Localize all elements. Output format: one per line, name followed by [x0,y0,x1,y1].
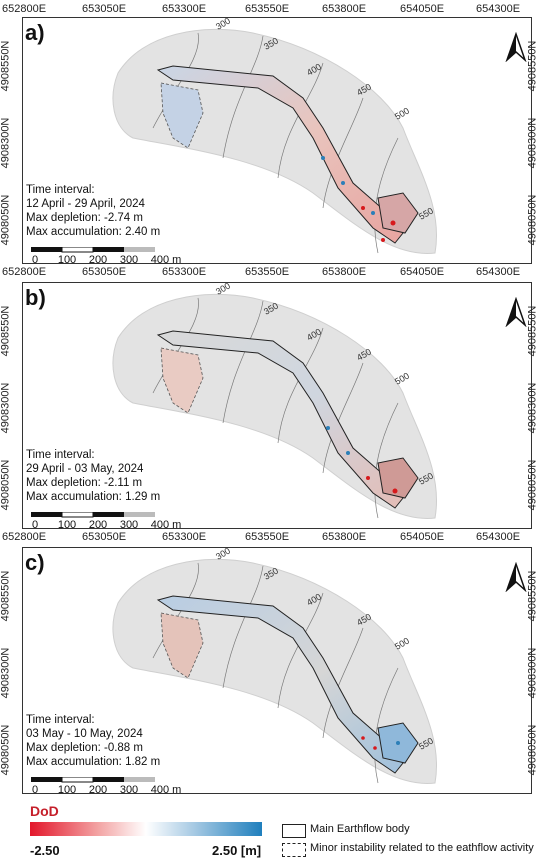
scale-label: 200 [88,519,108,529]
northing-label: 4908300N [526,647,539,699]
contour-label: 500 [393,106,411,122]
panel-label: b) [25,285,46,310]
scale-label: 0 [31,784,39,794]
contour-label: 500 [393,636,411,652]
contour-label: 500 [393,371,411,387]
northing-label: 4908550N [0,570,12,622]
scale-label: 0 [31,254,39,264]
info-interval: 29 April - 03 May, 2024 [26,463,144,475]
easting-label: 653800E [322,266,367,278]
scale-label: 100 [57,519,77,529]
scale-label: 300 [119,519,139,529]
scale-label: 100 [57,784,77,794]
easting-label: 653300E [162,266,207,278]
easting-label: 652800E [2,3,47,15]
northing-label: 4908550N [526,40,539,92]
northing-label: 4908300N [526,382,539,434]
scale-label: 300 [119,784,139,794]
easting-label: 653550E [245,266,290,278]
time-interval-info: Time interval: 03 May - 10 May, 2024 Max… [26,713,160,769]
easting-label: 654050E [400,266,445,278]
scale-label: 400 m [150,254,182,264]
northing-label: 4908300N [526,117,539,169]
northing-label: 4908300N [0,117,12,169]
map-panel-a: 300 350 400 450 500 550 a) Time interval… [22,17,532,264]
legend-item-main-body: Main Earthflow body [310,823,410,835]
north-arrow-icon [505,562,527,592]
panel-label: a) [25,20,45,45]
easting-label: 654300E [476,531,521,543]
scale-bar: 0 100 200 300 400 m [31,505,181,528]
info-interval: 03 May - 10 May, 2024 [26,728,143,740]
colorbar-max-label: 2.50 [m] [212,843,262,858]
northing-label: 4908550N [0,305,12,357]
legend-item-minor-instability: Minor instability related to the eathflo… [310,842,534,854]
scale-bar: 0 100 200 300 400 m [31,770,181,793]
dod-colorbar [30,822,262,836]
easting-label: 654300E [476,266,521,278]
legend-title: DoD [30,803,59,819]
northing-label: 4908300N [0,382,12,434]
scale-label: 200 [88,254,108,264]
easting-label: 653300E [162,531,207,543]
easting-label: 652800E [2,266,47,278]
easting-label: 653050E [82,3,127,15]
info-accumulation: Max accumulation: 1.29 m [26,491,161,503]
northing-label: 4908550N [526,305,539,357]
info-accumulation: Max accumulation: 1.82 m [26,756,161,768]
scale-bar: 0 100 200 300 400 m [31,240,181,263]
easting-label: 653050E [82,266,127,278]
info-title: Time interval: [26,184,95,196]
northing-label: 4908050N [526,194,539,246]
easting-label: 654300E [476,3,521,15]
easting-label: 653800E [322,3,367,15]
info-depletion: Max depletion: -2.11 m [26,477,143,489]
dod-map-a: 300 350 400 450 500 550 [112,18,437,254]
easting-label: 652800E [2,531,47,543]
northing-label: 4908300N [0,647,12,699]
map-panel-b: 300 350 400 450 500 550 b) Time interval… [22,282,532,529]
info-depletion: Max depletion: -0.88 m [26,742,143,754]
easting-label: 653300E [162,3,207,15]
northing-label: 4908550N [526,570,539,622]
time-interval-info: Time interval: 12 April - 29 April, 2024… [26,183,160,239]
panel-label: c) [25,550,45,575]
easting-label: 654050E [400,3,445,15]
colorbar-min-label: -2.50 [30,843,60,858]
info-depletion: Max depletion: -2.74 m [26,212,143,224]
info-title: Time interval: [26,714,95,726]
north-arrow-icon [505,32,527,62]
dashed-outline-swatch [282,843,306,857]
info-accumulation: Max accumulation: 2.40 m [26,226,161,238]
northing-label: 4908050N [526,724,539,776]
easting-label: 653550E [245,3,290,15]
solid-outline-swatch [282,824,306,838]
scale-label: 400 m [150,519,182,529]
northing-label: 4908050N [0,724,12,776]
scale-label: 300 [119,254,139,264]
north-arrow-icon [505,297,527,327]
easting-label: 654050E [400,531,445,543]
map-panel-c: 300 350 400 450 500 550 c) Time interval… [22,547,532,794]
easting-label: 653050E [82,531,127,543]
scale-label: 0 [31,519,39,529]
dod-map-c: 300 350 400 450 500 550 [112,548,437,784]
easting-label: 653800E [322,531,367,543]
scale-label: 200 [88,784,108,794]
scale-label: 400 m [150,784,182,794]
dod-map-b: 300 350 400 450 500 550 [112,283,437,519]
info-interval: 12 April - 29 April, 2024 [26,198,145,210]
northing-label: 4908050N [0,194,12,246]
northing-label: 4908050N [0,459,12,511]
info-title: Time interval: [26,449,95,461]
time-interval-info: Time interval: 29 April - 03 May, 2024 M… [26,448,160,504]
easting-label: 653550E [245,531,290,543]
scale-label: 100 [57,254,77,264]
northing-label: 4908550N [0,40,12,92]
northing-label: 4908050N [526,459,539,511]
